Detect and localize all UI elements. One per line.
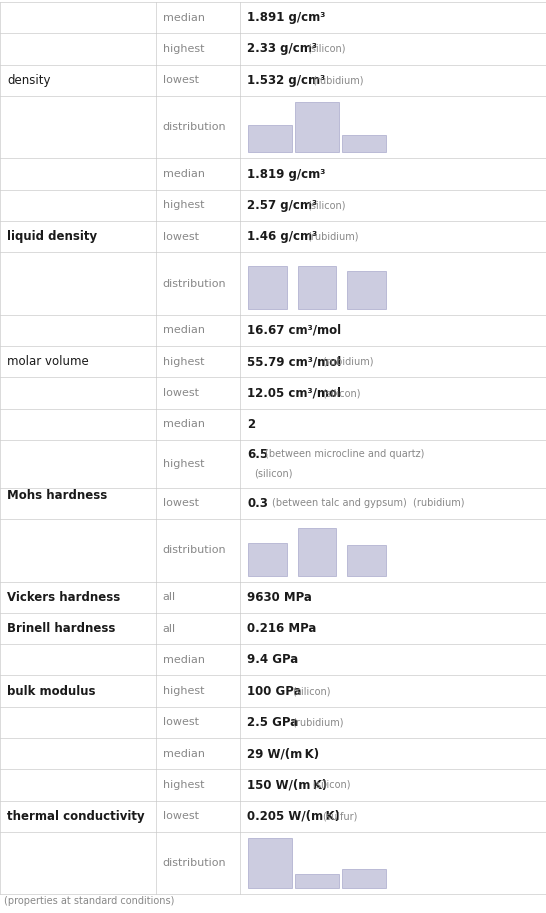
Text: (silicon): (silicon) (307, 44, 346, 54)
Text: liquid density: liquid density (7, 230, 97, 243)
Text: median: median (163, 655, 205, 665)
Text: (rubidium): (rubidium) (292, 718, 344, 728)
Text: 1.891 g/cm³: 1.891 g/cm³ (247, 11, 325, 24)
Text: (rubidium): (rubidium) (312, 75, 364, 85)
Text: highest: highest (163, 44, 204, 54)
Text: lowest: lowest (163, 388, 199, 398)
Text: highest: highest (163, 780, 204, 790)
Text: 55.79 cm³/mol: 55.79 cm³/mol (247, 355, 341, 368)
Text: 2.57 g/cm³: 2.57 g/cm³ (247, 199, 317, 212)
Bar (298, 266, 336, 309)
Text: lowest: lowest (163, 75, 199, 85)
Bar (295, 875, 339, 888)
Text: all: all (163, 593, 176, 603)
Text: highest: highest (163, 686, 204, 696)
Text: lowest: lowest (163, 232, 199, 242)
Text: Vickers hardness: Vickers hardness (7, 591, 120, 603)
Text: 2.33 g/cm³: 2.33 g/cm³ (247, 42, 317, 56)
Text: highest: highest (163, 200, 204, 210)
Text: 12.05 cm³/mol: 12.05 cm³/mol (247, 386, 341, 400)
Text: 150 W/(m K): 150 W/(m K) (247, 779, 328, 792)
Text: (between microcline and quartz): (between microcline and quartz) (265, 449, 424, 459)
Text: median: median (163, 749, 205, 759)
Text: median: median (163, 169, 205, 179)
Text: 0.3: 0.3 (247, 497, 268, 510)
Text: bulk modulus: bulk modulus (7, 685, 96, 698)
Text: 1.532 g/cm³: 1.532 g/cm³ (247, 74, 325, 87)
Text: (silicon): (silicon) (312, 780, 351, 790)
Text: 2: 2 (247, 418, 256, 431)
Text: 0.205 W/(m K): 0.205 W/(m K) (247, 810, 340, 823)
Text: median: median (163, 419, 205, 429)
Bar (295, 102, 339, 152)
Text: Brinell hardness: Brinell hardness (7, 622, 115, 635)
Bar (248, 838, 292, 888)
Text: 29 W/(m K): 29 W/(m K) (247, 747, 319, 761)
Text: highest: highest (163, 357, 204, 367)
Text: distribution: distribution (163, 278, 226, 289)
Text: median: median (163, 325, 205, 335)
Text: (sulfur): (sulfur) (322, 812, 358, 821)
Text: 1.819 g/cm³: 1.819 g/cm³ (247, 168, 325, 181)
Text: (rubidium): (rubidium) (307, 232, 359, 242)
Text: (silicon): (silicon) (254, 468, 293, 478)
Text: 2.5 GPa: 2.5 GPa (247, 716, 298, 729)
Text: (rubidium): (rubidium) (322, 357, 374, 367)
Text: distribution: distribution (163, 545, 226, 555)
Text: molar volume: molar volume (7, 355, 89, 368)
Text: (silicon): (silicon) (307, 200, 346, 210)
Text: (between talc and gypsum)  (rubidium): (between talc and gypsum) (rubidium) (272, 498, 465, 509)
Bar (347, 545, 386, 575)
Text: median: median (163, 13, 205, 23)
Text: lowest: lowest (163, 812, 199, 821)
Text: 0.216 MPa: 0.216 MPa (247, 622, 317, 635)
Bar (248, 266, 287, 309)
Text: distribution: distribution (163, 122, 226, 132)
Text: 9.4 GPa: 9.4 GPa (247, 654, 299, 666)
Text: (silicon): (silicon) (292, 686, 331, 696)
Text: (properties at standard conditions): (properties at standard conditions) (4, 897, 174, 907)
Text: lowest: lowest (163, 718, 199, 728)
Text: highest: highest (163, 459, 204, 469)
Text: all: all (163, 624, 176, 634)
Text: Mohs hardness: Mohs hardness (7, 488, 107, 501)
Bar (342, 869, 386, 888)
Text: density: density (7, 74, 50, 87)
Bar (298, 528, 336, 575)
Text: 6.5: 6.5 (247, 447, 269, 461)
Text: lowest: lowest (163, 498, 199, 509)
Text: 100 GPa: 100 GPa (247, 685, 302, 698)
Text: 9630 MPa: 9630 MPa (247, 591, 312, 603)
Bar (342, 135, 386, 152)
Text: 1.46 g/cm³: 1.46 g/cm³ (247, 230, 317, 243)
Text: distribution: distribution (163, 858, 226, 868)
Bar (248, 124, 292, 152)
Bar (347, 271, 386, 309)
Text: thermal conductivity: thermal conductivity (7, 810, 145, 823)
Text: 16.67 cm³/mol: 16.67 cm³/mol (247, 324, 341, 337)
Bar (248, 542, 287, 575)
Text: (silicon): (silicon) (322, 388, 361, 398)
